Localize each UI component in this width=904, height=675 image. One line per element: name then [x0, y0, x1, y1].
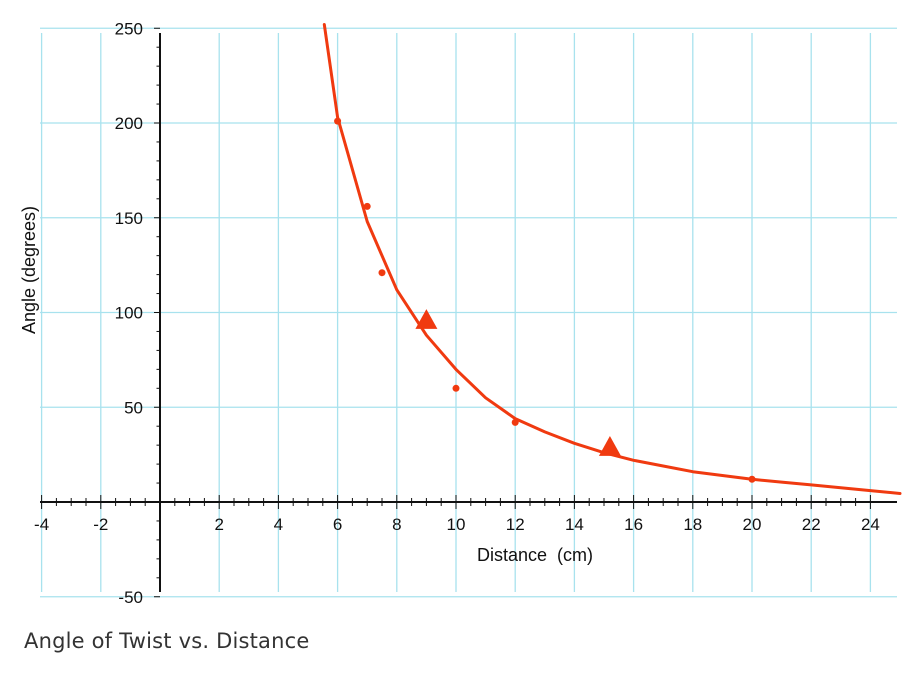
x-tick-label: -4	[34, 515, 49, 534]
fit-curve	[322, 23, 902, 495]
y-tick-label: 150	[115, 209, 143, 228]
y-tick-label: -50	[118, 588, 143, 607]
data-point	[748, 475, 756, 483]
data-point	[363, 202, 371, 210]
x-tick-label: 22	[802, 515, 821, 534]
x-tick-label: 4	[274, 515, 283, 534]
x-tick-label: 10	[447, 515, 466, 534]
y-axis-label: Angle (degrees)	[19, 206, 39, 334]
x-axis-label: Distance (cm)	[477, 545, 593, 565]
data-point	[511, 418, 519, 426]
y-tick-label: 200	[115, 114, 143, 133]
x-tick-label: 12	[506, 515, 525, 534]
x-tick-label: 2	[214, 515, 223, 534]
x-tick-label: 24	[861, 515, 880, 534]
grid-lines	[40, 27, 897, 598]
tick-labels: -4 -2 2 4 6 8 10 12 14 16 18 20 22 24-505010015020025…	[34, 19, 880, 607]
x-tick-label: 6	[333, 515, 342, 534]
data-point	[334, 117, 342, 125]
data-point	[378, 269, 386, 277]
angle-distance-chart: -4 -2 2 4 6 8 10 12 14 16 18 20 22 24-505010015020025…	[19, 19, 902, 607]
data-point	[452, 384, 460, 392]
x-tick-label: 20	[743, 515, 762, 534]
data-point-triangle	[598, 436, 621, 456]
figure-caption: Angle of Twist vs. Distance	[24, 629, 310, 653]
data-point-triangle	[415, 309, 438, 329]
fit-curve-layer	[322, 23, 902, 495]
x-tick-label: 14	[565, 515, 584, 534]
data-points	[334, 117, 756, 483]
tick-marks	[41, 27, 871, 598]
y-tick-label: 100	[115, 304, 143, 323]
x-tick-label: 18	[683, 515, 702, 534]
y-tick-label: 50	[124, 398, 143, 417]
x-tick-label: -2	[93, 515, 108, 534]
x-tick-label: 8	[392, 515, 401, 534]
y-tick-label: 250	[115, 19, 143, 38]
x-tick-label: 16	[624, 515, 643, 534]
